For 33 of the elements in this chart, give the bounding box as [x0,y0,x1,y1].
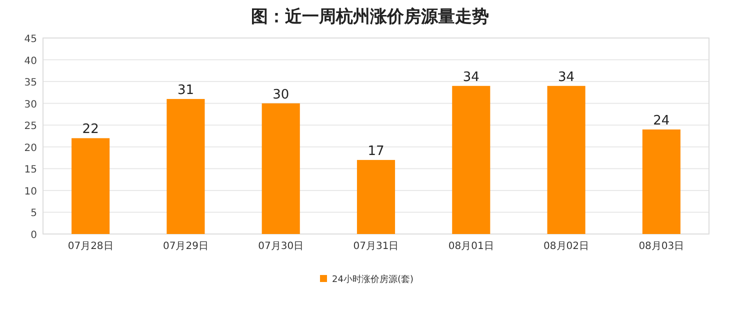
y-tick-label: 0 [30,230,37,241]
bar [642,129,680,234]
bar [452,86,490,234]
data-label: 34 [462,70,480,85]
data-label: 30 [272,87,290,102]
y-tick-label: 35 [24,78,37,89]
y-tick-label: 25 [24,121,37,132]
y-tick-label: 10 [24,186,37,198]
x-tick-label: 07月29日 [162,241,208,252]
x-tick-label: 07月30日 [258,241,304,252]
x-tick-label: 08月01日 [448,241,494,252]
data-label: 17 [368,144,384,159]
y-tick-label: 30 [24,99,37,110]
bar [72,138,110,234]
x-tick-label: 07月28日 [68,241,114,252]
y-tick-label: 40 [24,56,37,67]
data-label: 24 [653,113,670,128]
bar [356,160,396,234]
chart-title: 图：近一周杭州涨价房源量走势 [251,7,489,27]
data-label: 22 [82,122,99,138]
x-tick-label: 08月02日 [544,241,590,252]
y-tick-label: 20 [24,142,37,154]
legend-label: 24小时涨价房源(套) [332,274,414,285]
y-tick-label: 45 [24,34,37,45]
y-tick-label: 15 [24,164,37,176]
data-label: 31 [177,82,194,98]
bar [166,98,205,234]
bar [262,103,300,234]
data-label: 34 [558,70,575,85]
bar [547,86,586,234]
x-tick-label: 08月03日 [638,241,684,252]
x-tick-label: 07月31日 [353,241,399,252]
y-tick-label: 5 [30,208,37,220]
